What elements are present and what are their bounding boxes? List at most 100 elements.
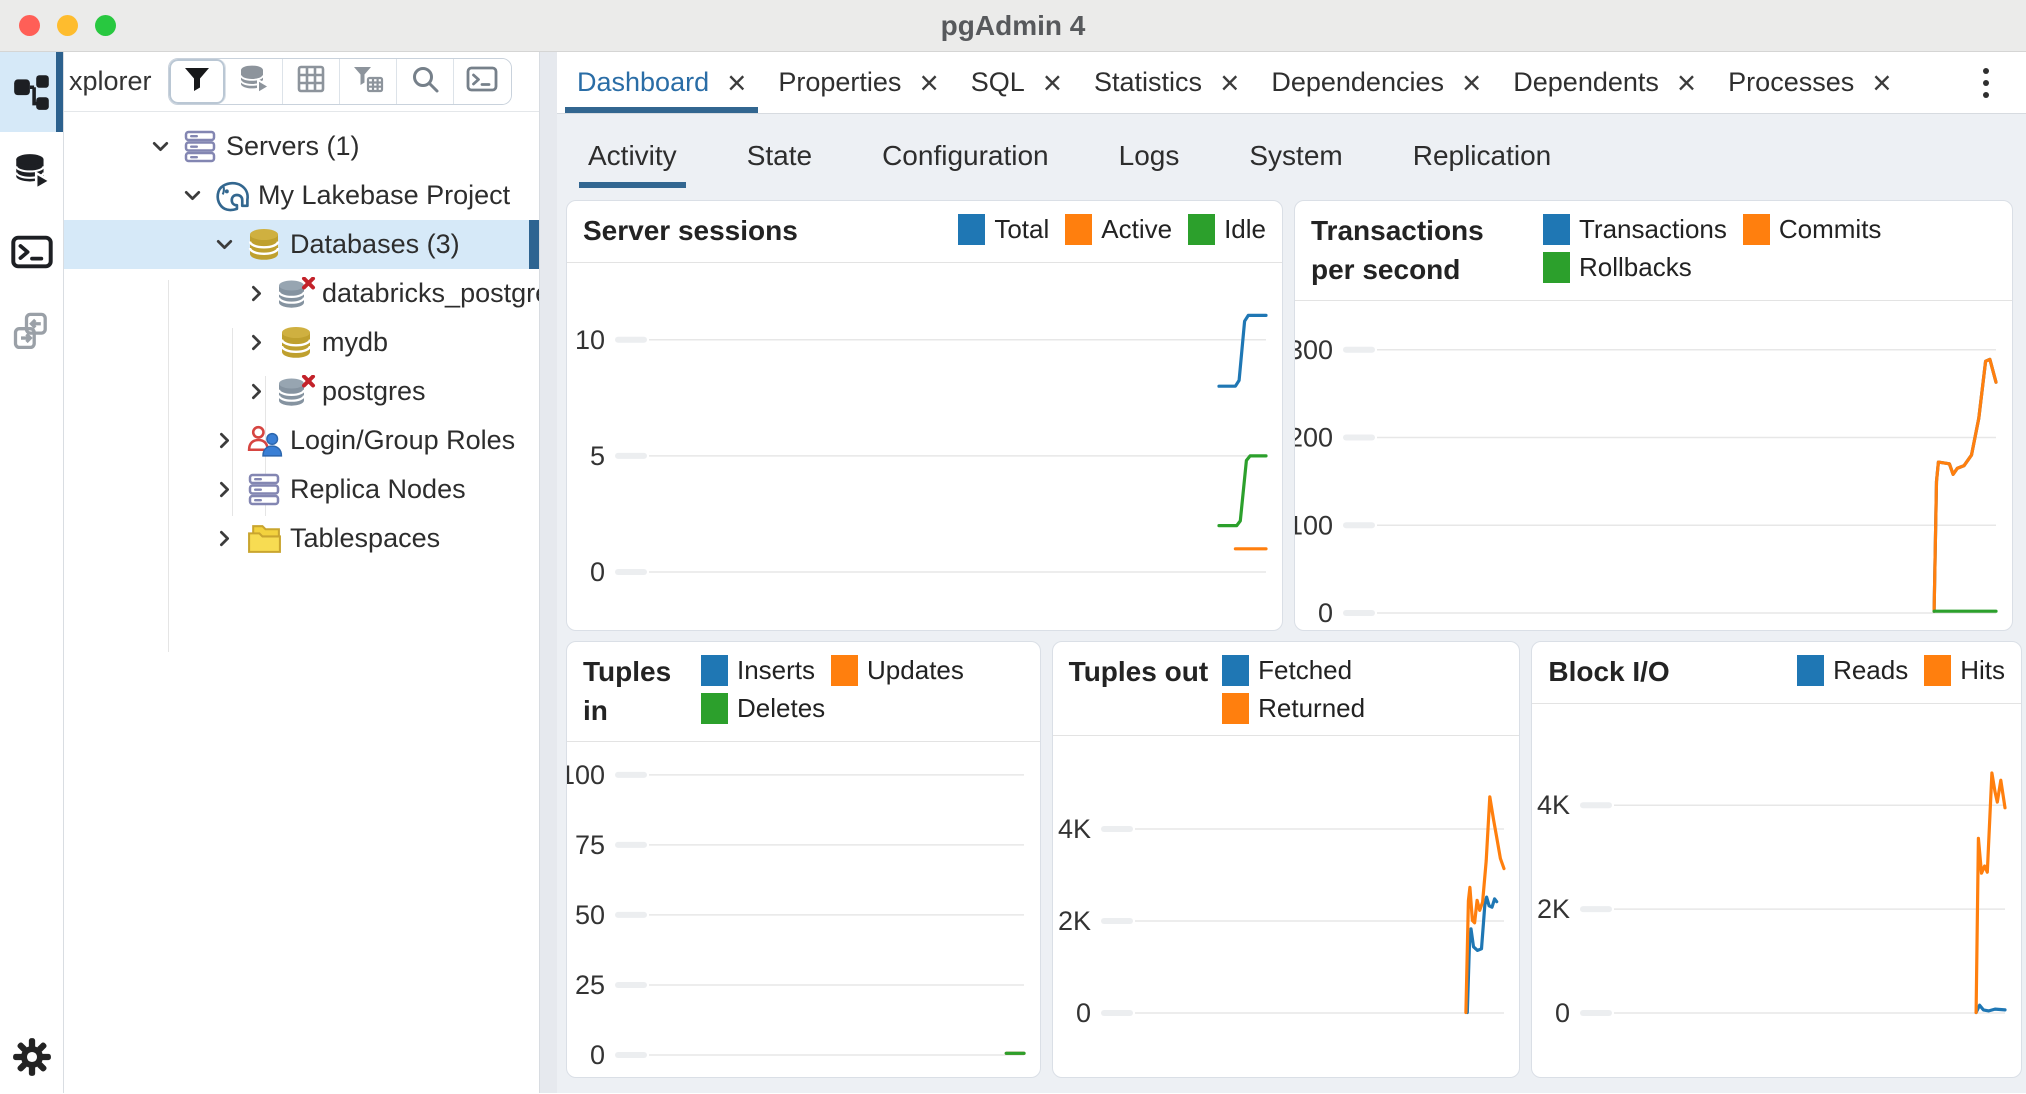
table-grid-button[interactable] [282, 59, 340, 104]
db-gold-icon [274, 326, 318, 359]
subtab-configuration[interactable]: Configuration [873, 134, 1058, 188]
legend-swatch [1222, 693, 1250, 724]
chart-svg: 0 25 50 75 100 [567, 760, 1026, 1070]
legend-swatch [831, 655, 859, 686]
subtab-activity[interactable]: Activity [579, 134, 686, 188]
legend-item-updates: Updates [831, 655, 964, 686]
object-explorer-icon[interactable] [0, 52, 63, 132]
legend-swatch [1742, 214, 1770, 245]
chart-legend: Transactions Commits Rollbacks [1543, 212, 1963, 283]
chart-legend: Inserts Updates Deletes [701, 653, 1024, 724]
tree-item-label: Replica Nodes [290, 474, 466, 504]
psql-tool-icon[interactable] [0, 212, 63, 292]
filter-button[interactable] [168, 59, 226, 104]
tab-label: SQL [970, 67, 1025, 97]
close-tab-icon[interactable]: × [919, 64, 939, 101]
close-tab-icon[interactable]: × [1461, 64, 1482, 101]
traffic-lights [0, 15, 116, 36]
tab-label: Dependents [1513, 67, 1659, 97]
tab-properties[interactable]: Properties × [766, 52, 950, 113]
legend-item-rollbacks: Rollbacks [1543, 252, 1692, 283]
chart-svg: 0 5 10 [575, 313, 1268, 587]
tree-item-mydb[interactable]: mydb [64, 318, 539, 367]
close-tab-icon[interactable]: × [1042, 64, 1063, 101]
legend-swatch [1065, 214, 1093, 245]
chevron-right-icon[interactable] [238, 282, 274, 305]
tab-label: Dependencies [1271, 67, 1444, 97]
subtab-label: State [746, 140, 813, 171]
settings-button[interactable] [0, 1021, 63, 1093]
legend-item-transactions: Transactions [1543, 214, 1727, 245]
minimize-window-button[interactable] [57, 15, 78, 36]
close-tab-icon[interactable]: × [1220, 64, 1240, 101]
legend-swatch [701, 655, 728, 686]
tree-item-databricks-postgres[interactable]: databricks_postgres [64, 269, 539, 318]
tab-sql[interactable]: SQL × [959, 52, 1074, 113]
svg-text:75: 75 [575, 830, 605, 860]
database-arrow-button[interactable] [225, 59, 283, 104]
svg-text:2K: 2K [1537, 894, 1570, 924]
tab-dependencies[interactable]: Dependencies × [1259, 52, 1493, 113]
subtab-system[interactable]: System [1240, 134, 1351, 188]
close-window-button[interactable] [19, 15, 40, 36]
close-tab-icon[interactable]: × [1872, 64, 1892, 101]
chevron-down-icon[interactable] [206, 233, 242, 256]
svg-text:0: 0 [1555, 998, 1570, 1028]
panel-resize-divider[interactable] [539, 52, 557, 1093]
subtab-logs[interactable]: Logs [1110, 134, 1189, 188]
chevron-right-icon[interactable] [206, 478, 242, 501]
object-explorer-header: xplorer [64, 52, 539, 112]
tree-item-databases-3[interactable]: Databases (3) [64, 220, 539, 269]
schema-diff-glyph [13, 312, 47, 350]
tree-item-login-group-roles[interactable]: Login/Group Roles [64, 416, 539, 465]
filter-table-button[interactable] [339, 59, 397, 104]
tab-statistics[interactable]: Statistics × [1082, 52, 1251, 113]
subtab-state[interactable]: State [738, 134, 821, 188]
subtab-label: Configuration [882, 140, 1049, 171]
terminal-button[interactable] [453, 59, 511, 104]
database-play-glyph [14, 154, 52, 191]
chevron-right-icon[interactable] [206, 527, 242, 550]
close-tab-icon[interactable]: × [1676, 64, 1697, 101]
legend-item-reads: Reads [1797, 655, 1908, 686]
tree-item-tablespaces[interactable]: Tablespaces [64, 514, 539, 563]
search-icon [410, 64, 440, 99]
close-tab-icon[interactable]: × [727, 64, 747, 101]
chart-header: Server sessions Total Active Idle [567, 201, 1282, 263]
tree-item-label: mydb [322, 327, 389, 357]
tree-item-servers-1[interactable]: Servers (1) [64, 122, 539, 171]
schema-diff-icon[interactable] [0, 292, 63, 372]
legend-label: Hits [1960, 655, 2005, 685]
tab-overflow-menu-icon[interactable] [1966, 52, 2006, 113]
chevron-right-icon[interactable] [206, 429, 242, 452]
tab-dependents[interactable]: Dependents × [1501, 52, 1708, 113]
chevron-down-icon[interactable] [174, 184, 210, 207]
tab-processes[interactable]: Processes × [1716, 52, 1903, 113]
server-icon [242, 473, 286, 506]
tree-item-replica-nodes[interactable]: Replica Nodes [64, 465, 539, 514]
tree-item-postgres[interactable]: postgres [64, 367, 539, 416]
filter-table-icon [352, 64, 384, 99]
search-button[interactable] [396, 59, 454, 104]
maximize-window-button[interactable] [95, 15, 116, 36]
chart-header: Block I/O Reads Hits [1532, 642, 2021, 704]
legend-label: Returned [1258, 693, 1366, 723]
query-tool-icon[interactable] [0, 132, 63, 212]
chevron-right-icon[interactable] [238, 380, 274, 403]
chart-title: Tuples in [583, 656, 672, 726]
chevron-down-icon[interactable] [142, 135, 178, 158]
tab-dashboard[interactable]: Dashboard × [565, 52, 759, 113]
legend-item-fetched: Fetched [1222, 655, 1352, 686]
subtab-replication[interactable]: Replication [1404, 134, 1561, 188]
tree-item-my-lakebase-project[interactable]: My Lakebase Project [64, 171, 539, 220]
terminal-glyph [10, 235, 53, 269]
legend-item-commits: Commits [1742, 214, 1881, 245]
legend-label: Inserts [737, 655, 816, 685]
tab-label: Processes [1728, 67, 1855, 97]
chart-card-tuples-in: Tuples in Inserts Updates Deletes 0 25 50 75 100 [566, 641, 1041, 1078]
tab-label: Properties [778, 67, 902, 97]
chevron-right-icon[interactable] [238, 331, 274, 354]
chart-plot: 0 5 10 [567, 263, 1282, 630]
legend-label: Active [1101, 214, 1173, 244]
object-explorer-tree: Servers (1) My Lakebase Project Databases … [64, 112, 539, 1093]
